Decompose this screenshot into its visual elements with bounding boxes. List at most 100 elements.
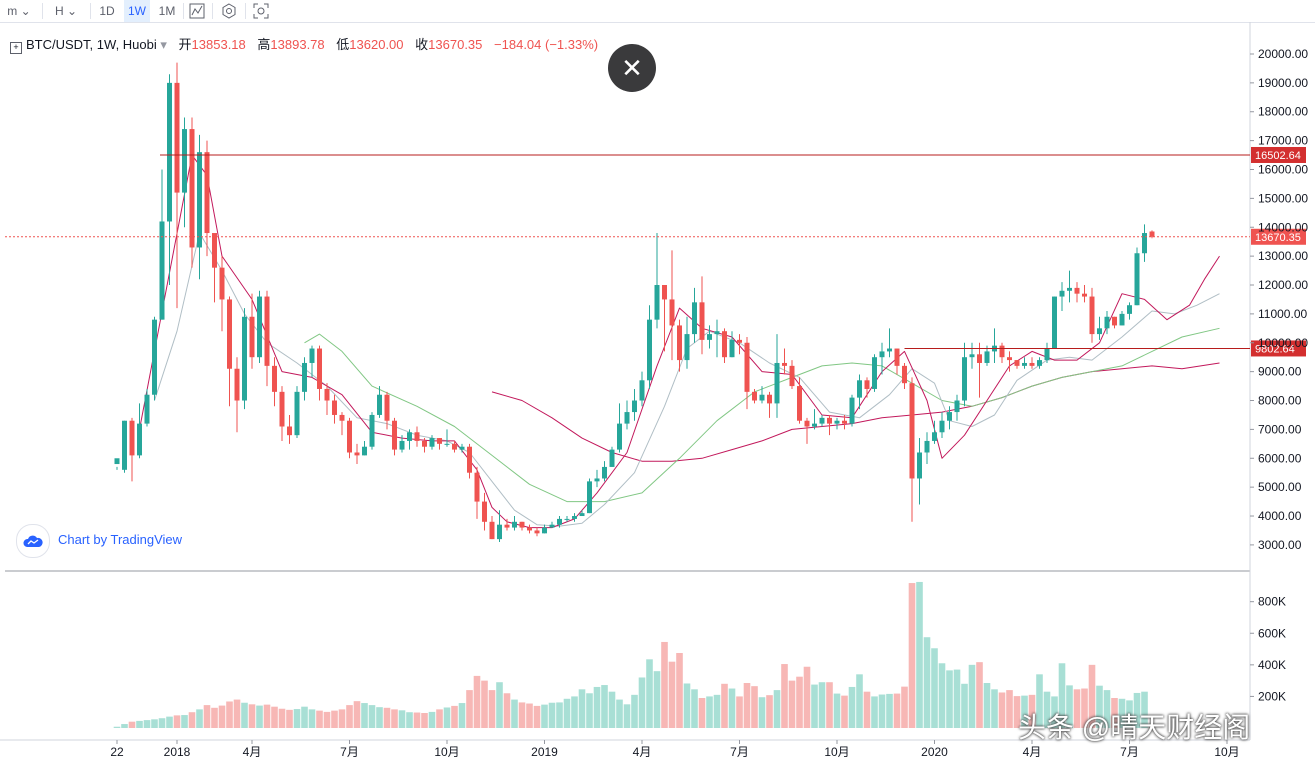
volume-bar: [503, 693, 511, 728]
candle-body: [1104, 316, 1110, 329]
interval-1m-button[interactable]: 1M: [158, 4, 176, 18]
interval-1w-button[interactable]: 1W: [124, 0, 150, 22]
candle-body: [339, 414, 345, 421]
volume-bar: [211, 707, 218, 728]
candle-body: [122, 420, 127, 470]
price-tick-label: 19000.00: [1258, 76, 1308, 90]
time-tick-label: 10月: [824, 745, 849, 759]
symbol-title[interactable]: BTC/USDT, 1W, Huobi: [26, 37, 157, 52]
candle-body: [579, 513, 585, 517]
volume-bar: [691, 689, 698, 728]
volume-bar: [743, 683, 751, 728]
volume-bar: [698, 698, 706, 728]
time-tick-label: 7月: [730, 745, 749, 759]
volume-bar: [631, 694, 638, 728]
candle-body: [489, 521, 495, 540]
snapshot-icon[interactable]: [250, 0, 272, 22]
volume-bar: [728, 688, 736, 728]
tradingview-link[interactable]: Chart by TradingView: [58, 532, 183, 547]
price-tick-label: 11000.00: [1258, 307, 1307, 321]
candle-body: [827, 417, 832, 424]
open-label: 开: [178, 37, 192, 52]
close-button[interactable]: ✕: [608, 44, 656, 92]
indicators-icon[interactable]: [186, 0, 208, 22]
chart-type-dropdown[interactable]: m ⌄: [7, 4, 31, 18]
candle-body: [917, 452, 922, 479]
volume-bar: [811, 684, 818, 728]
volume-bar: [136, 720, 143, 728]
volume-bar: [1013, 696, 1021, 728]
legend-toggle-icon[interactable]: +: [10, 42, 22, 54]
candle-body: [624, 412, 630, 424]
candle-body: [354, 452, 360, 456]
settings-icon[interactable]: [218, 0, 240, 22]
volume-bar: [346, 705, 353, 728]
volume-bar: [218, 705, 226, 728]
volume-tick-label: 800K: [1258, 595, 1286, 609]
volume-bar: [1066, 685, 1073, 728]
candle-body: [677, 325, 682, 361]
candle-body: [429, 438, 435, 447]
volume-bar: [1028, 694, 1036, 728]
volume-bar: [361, 703, 368, 728]
time-tick-label: 4月: [1023, 745, 1042, 759]
candle-body: [737, 339, 742, 343]
candle-body: [287, 426, 292, 436]
support-price-label-bg: [1251, 340, 1306, 357]
candle-body: [504, 524, 510, 528]
price-tick-label: 15000.00: [1258, 191, 1308, 205]
volume-bar: [331, 710, 338, 728]
candle-body: [272, 365, 277, 392]
volume-bar: [586, 693, 593, 728]
volume-bar: [158, 718, 166, 728]
volume-bar: [1141, 691, 1148, 728]
volume-bar: [376, 707, 383, 728]
change-value: −184.04 (−1.33%): [494, 37, 599, 52]
price-tick-label: 14000.00: [1258, 220, 1308, 234]
volume-bar: [616, 699, 623, 728]
tradingview-badge[interactable]: Chart by TradingView: [16, 523, 183, 558]
candle-body: [1067, 287, 1072, 291]
candle-body: [144, 394, 150, 424]
volume-bar: [961, 683, 968, 728]
candle-body: [782, 362, 787, 366]
candle-body: [444, 443, 450, 445]
volume-tick-label: 200K: [1258, 689, 1286, 703]
candle-body: [332, 400, 337, 415]
volume-bar: [878, 694, 886, 728]
last-price-label: 13670.35: [1255, 232, 1301, 244]
time-tick-label: 10月: [434, 745, 459, 759]
interval-dropdown[interactable]: H ⌄: [54, 4, 78, 18]
candle-body: [864, 380, 870, 389]
time-tick-label: 22: [110, 745, 124, 759]
candle-body: [984, 351, 990, 363]
candle-body: [872, 357, 877, 389]
candle-body: [1134, 253, 1140, 306]
volume-bar: [203, 705, 211, 728]
candle-body: [804, 420, 810, 427]
volume-bar: [661, 641, 668, 728]
volume-bar: [188, 712, 196, 728]
volume-bar: [1133, 692, 1141, 728]
time-tick-label: 2019: [531, 745, 558, 759]
volume-bar: [773, 690, 781, 728]
candle-body: [1029, 362, 1035, 366]
volume-bar: [976, 662, 983, 728]
volume-bar: [248, 704, 256, 728]
candle-body: [1142, 233, 1147, 254]
candle-body: [632, 400, 637, 413]
volume-bar: [593, 686, 601, 728]
time-tick-label: 2018: [164, 745, 191, 759]
chevron-down-icon[interactable]: ▾: [156, 37, 167, 52]
volume-bar: [638, 677, 646, 728]
candle-body: [234, 368, 240, 401]
interval-1d-button[interactable]: 1D: [99, 4, 115, 18]
candle-body: [902, 365, 907, 384]
candle-body: [309, 348, 315, 363]
volume-bar: [368, 705, 376, 728]
candle-body: [594, 478, 600, 482]
volume-bar: [421, 713, 428, 728]
volume-bar: [443, 707, 451, 728]
time-tick-label: 2020: [921, 745, 948, 759]
